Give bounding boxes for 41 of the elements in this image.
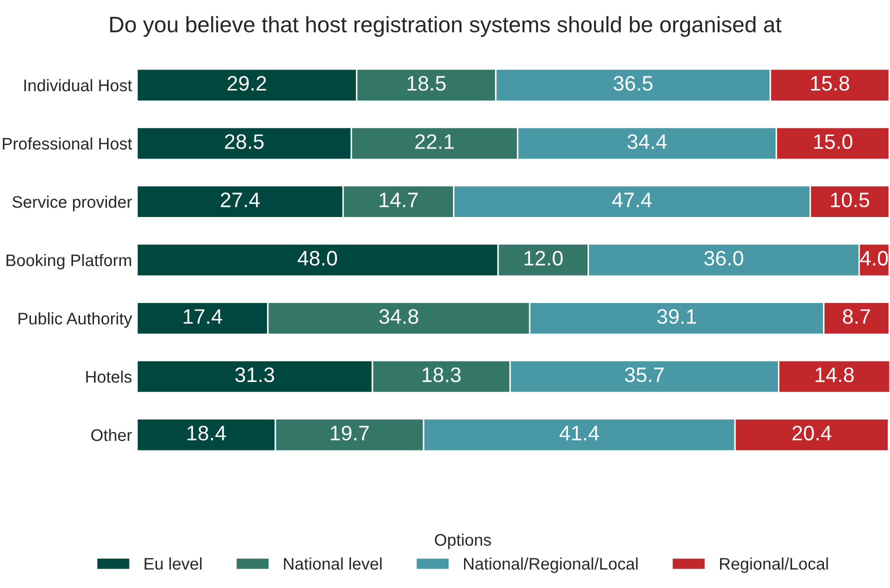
data-label: 10.5 [831,192,870,208]
legend-label: National level [284,557,382,570]
data-label: 18.3 [422,367,461,382]
data-label: 18.5 [408,76,446,91]
data-label: 14.8 [816,367,854,382]
y-tick-label: Professional Host [2,137,132,150]
y-tick-label: Service provider [12,196,132,212]
data-label: 39.1 [657,309,696,324]
data-label: 20.4 [792,426,832,440]
data-label: 4.0 [860,250,888,266]
data-label: 36.5 [614,76,653,91]
data-label: 15.8 [811,76,850,91]
data-label: 48.0 [298,250,337,266]
y-tick-label: Public Authority [18,312,132,328]
data-label: 47.4 [612,192,652,208]
data-label: 19.7 [330,426,369,440]
data-label: 35.7 [624,367,664,382]
y-tick-label: Other [91,428,132,442]
legend-label: Eu level [144,557,202,570]
y-tick-label: Hotels [86,370,132,383]
data-label: 34.4 [628,134,667,150]
legend-title: Options [434,534,491,550]
data-label: 41.4 [560,426,599,440]
data-label: 15.0 [814,134,852,150]
chart-title: Do you believe that host registration systems should be organised at [110,16,782,37]
legend-label: National/Regional/Local [464,557,638,573]
data-label: 12.0 [524,250,563,266]
data-label: 34.8 [379,309,418,324]
data-label: 36.0 [704,250,744,266]
y-tick-label: Individual Host [24,79,132,92]
y-tick-label: Booking Platform [6,254,132,270]
data-label: 22.1 [415,134,454,149]
data-label: 14.7 [380,192,418,208]
data-label: 28.5 [224,134,264,150]
data-label: 29.2 [228,76,266,91]
data-label: 8.7 [842,309,870,324]
data-label: 27.4 [220,192,260,208]
data-label: 17.4 [184,309,222,324]
legend-label: Regional/Local [720,557,828,573]
data-label: 31.3 [235,367,274,382]
data-label: 18.4 [188,426,226,440]
